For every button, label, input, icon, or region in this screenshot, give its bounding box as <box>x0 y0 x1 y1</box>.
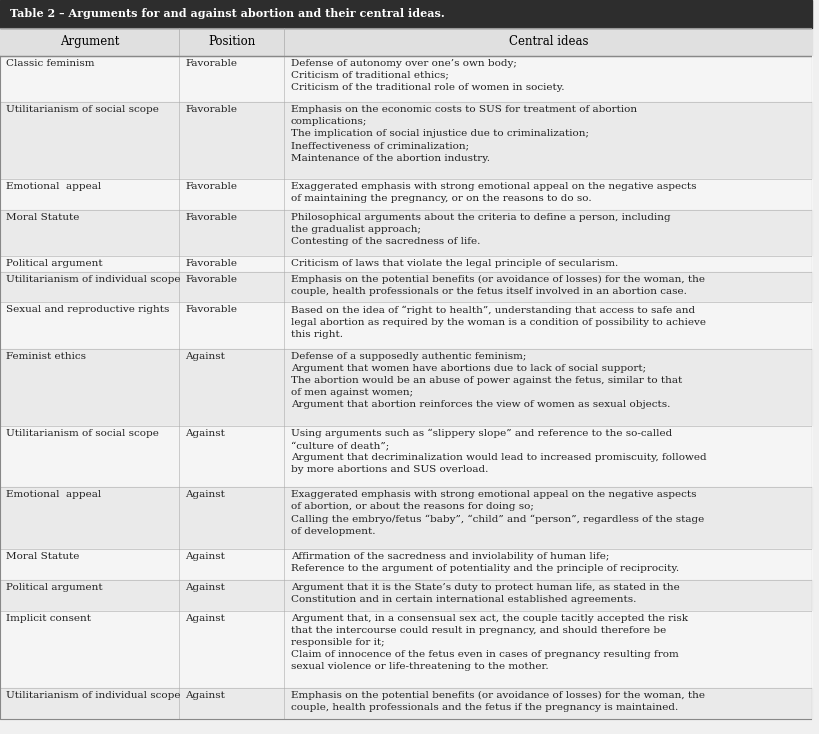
Text: Position: Position <box>208 35 255 48</box>
Text: Utilitarianism of social scope: Utilitarianism of social scope <box>7 429 159 437</box>
Text: Against: Against <box>185 352 225 360</box>
Text: Utilitarianism of individual scope: Utilitarianism of individual scope <box>7 275 181 283</box>
Text: Utilitarianism of individual scope: Utilitarianism of individual scope <box>7 691 181 700</box>
Text: Defense of a supposedly authentic feminism;
Argument that women have abortions d: Defense of a supposedly authentic femini… <box>291 352 681 409</box>
Bar <box>0 179 812 210</box>
Text: Political argument: Political argument <box>7 259 103 268</box>
Text: Against: Against <box>185 614 225 622</box>
Text: Argument that, in a consensual sex act, the couple tacitly accepted the risk
tha: Argument that, in a consensual sex act, … <box>291 614 687 671</box>
Text: Favorable: Favorable <box>185 275 237 283</box>
Text: Defense of autonomy over one’s own body;
Criticism of traditional ethics;
Critic: Defense of autonomy over one’s own body;… <box>291 59 563 92</box>
Text: Exaggerated emphasis with strong emotional appeal on the negative aspects
of mai: Exaggerated emphasis with strong emotion… <box>291 182 695 203</box>
Text: Sexual and reproductive rights: Sexual and reproductive rights <box>7 305 170 314</box>
Bar <box>0 210 812 256</box>
Text: Moral Statute: Moral Statute <box>7 552 79 561</box>
Bar <box>0 28 812 56</box>
Bar <box>0 487 812 549</box>
Text: Classic feminism: Classic feminism <box>7 59 95 68</box>
Text: Favorable: Favorable <box>185 259 237 268</box>
Text: Philosophical arguments about the criteria to define a person, including
the gra: Philosophical arguments about the criter… <box>291 213 670 246</box>
Text: Against: Against <box>185 583 225 592</box>
Text: Using arguments such as “slippery slope” and reference to the so-called
“culture: Using arguments such as “slippery slope”… <box>291 429 706 474</box>
Bar <box>0 688 812 719</box>
Bar <box>0 256 812 272</box>
Text: Central ideas: Central ideas <box>508 35 587 48</box>
Text: Emotional  appeal: Emotional appeal <box>7 490 102 499</box>
Text: Favorable: Favorable <box>185 305 237 314</box>
Bar <box>0 349 812 426</box>
Text: Argument: Argument <box>60 35 119 48</box>
Text: Table 2 – Arguments for and against abortion and their central ideas.: Table 2 – Arguments for and against abor… <box>10 9 444 19</box>
Text: Against: Against <box>185 490 225 499</box>
Bar <box>0 549 812 580</box>
Text: Utilitarianism of social scope: Utilitarianism of social scope <box>7 105 159 114</box>
Text: Against: Against <box>185 691 225 700</box>
Bar <box>0 302 812 349</box>
Text: Against: Against <box>185 429 225 437</box>
Text: Emphasis on the potential benefits (or avoidance of losses) for the woman, the
c: Emphasis on the potential benefits (or a… <box>291 275 704 296</box>
Text: Exaggerated emphasis with strong emotional appeal on the negative aspects
of abo: Exaggerated emphasis with strong emotion… <box>291 490 704 537</box>
Text: Implicit consent: Implicit consent <box>7 614 92 622</box>
Text: Favorable: Favorable <box>185 182 237 191</box>
Text: Against: Against <box>185 552 225 561</box>
Text: Emphasis on the economic costs to SUS for treatment of abortion
complications;
T: Emphasis on the economic costs to SUS fo… <box>291 105 636 162</box>
Text: Affirmation of the sacredness and inviolability of human life;
Reference to the : Affirmation of the sacredness and inviol… <box>291 552 678 573</box>
Bar <box>0 102 812 179</box>
Text: Favorable: Favorable <box>185 59 237 68</box>
Bar <box>0 580 812 611</box>
Text: Argument that it is the State’s duty to protect human life, as stated in the
Con: Argument that it is the State’s duty to … <box>291 583 679 604</box>
Text: Favorable: Favorable <box>185 213 237 222</box>
Bar <box>0 272 812 302</box>
Text: Feminist ethics: Feminist ethics <box>7 352 86 360</box>
Text: Political argument: Political argument <box>7 583 103 592</box>
Bar <box>0 0 812 28</box>
Bar <box>0 56 812 102</box>
Text: Criticism of laws that violate the legal principle of secularism.: Criticism of laws that violate the legal… <box>291 259 618 268</box>
Bar <box>0 426 812 487</box>
Text: Based on the idea of “right to health”, understanding that access to safe and
le: Based on the idea of “right to health”, … <box>291 305 705 339</box>
Text: Emphasis on the potential benefits (or avoidance of losses) for the woman, the
c: Emphasis on the potential benefits (or a… <box>291 691 704 712</box>
Text: Favorable: Favorable <box>185 105 237 114</box>
Text: Moral Statute: Moral Statute <box>7 213 79 222</box>
Text: Emotional  appeal: Emotional appeal <box>7 182 102 191</box>
Bar <box>0 611 812 688</box>
